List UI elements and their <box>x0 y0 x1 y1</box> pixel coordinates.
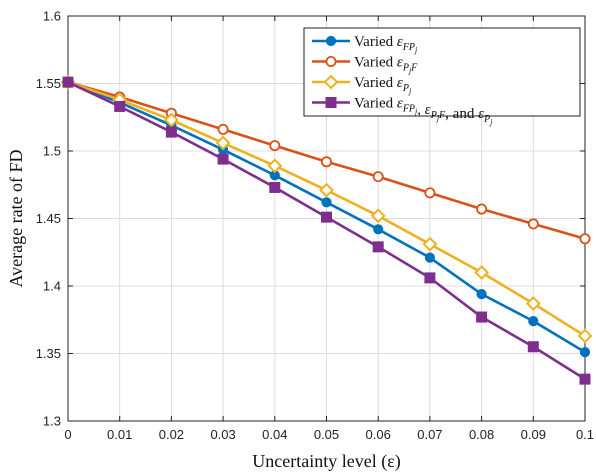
data-point <box>579 347 591 358</box>
legend-label: Varied εPj <box>354 75 412 96</box>
legend-swatch-marker <box>325 97 337 108</box>
data-point <box>319 182 334 198</box>
data-point <box>321 211 332 223</box>
x-tick-label: 0.03 <box>210 427 235 442</box>
data-point <box>373 224 384 235</box>
data-point <box>165 126 177 138</box>
x-tick-label: 0.01 <box>107 427 132 442</box>
y-tick-label: 1.4 <box>43 279 61 294</box>
series-3 <box>60 74 593 344</box>
data-point <box>424 252 435 263</box>
data-point <box>215 135 231 151</box>
legend-swatch-marker <box>323 74 339 90</box>
data-point <box>370 208 386 224</box>
data-point <box>217 123 229 135</box>
data-point <box>372 171 384 183</box>
legend-swatch-marker <box>325 35 337 47</box>
x-tick-label: 0.08 <box>469 427 494 442</box>
y-tick-label: 1.6 <box>43 9 61 24</box>
data-point <box>422 236 438 252</box>
y-axis-label: Average rate of FD <box>6 149 26 287</box>
data-point <box>527 341 539 353</box>
data-point <box>62 76 74 88</box>
data-point <box>269 140 281 152</box>
data-point <box>579 233 591 245</box>
data-point <box>527 218 539 230</box>
x-tick-label: 0.05 <box>314 427 339 442</box>
y-tick-label: 1.35 <box>36 346 61 361</box>
y-tick-label: 1.55 <box>36 76 61 91</box>
data-point <box>269 181 281 193</box>
legend-label: Varied εFPj, εPjF, and εPj <box>354 96 493 127</box>
data-point <box>528 316 539 327</box>
x-axis-label: Uncertainty level (ε) <box>252 451 401 472</box>
legend-label: Varied εPjF <box>354 55 418 76</box>
data-point <box>474 265 490 280</box>
x-tick-label: 0.07 <box>417 427 442 442</box>
legend-swatch-marker <box>325 56 337 68</box>
data-point <box>577 328 593 344</box>
data-point <box>163 112 179 128</box>
data-point <box>372 241 384 253</box>
axis-ticks: 0 0.01 0.02 0.03 0.04 0.05 0.06 0.07 0.08 0.09 0.1… <box>36 9 594 443</box>
data-point <box>424 272 436 284</box>
data-point <box>114 100 126 112</box>
legend-item: Varied εFPj, εPjF, and εPj <box>312 96 493 127</box>
data-point <box>579 373 591 385</box>
data-point <box>267 158 283 174</box>
data-point <box>217 153 229 165</box>
data-point <box>525 296 541 311</box>
x-tick-label: 0.09 <box>521 427 546 442</box>
legend-item: Varied εPj <box>312 74 412 96</box>
data-point <box>321 197 332 208</box>
x-tick-label: 0.06 <box>366 427 391 442</box>
y-tick-label: 1.3 <box>43 414 61 429</box>
x-tick-label: 0 <box>64 427 71 442</box>
x-tick-label: 0.1 <box>576 427 594 442</box>
data-point <box>320 156 332 168</box>
data-point <box>476 311 488 323</box>
series-4 <box>62 76 591 385</box>
y-tick-label: 1.45 <box>36 211 61 226</box>
legend-item: Varied εPjF <box>312 55 418 76</box>
data-point <box>476 203 488 215</box>
legend-item: Varied εFPj <box>312 34 418 55</box>
legend-label: Varied εFPj <box>354 34 418 55</box>
data-point <box>424 187 436 199</box>
series-group <box>60 74 593 385</box>
x-tick-label: 0.02 <box>159 427 184 442</box>
y-tick-label: 1.5 <box>43 144 61 159</box>
data-point <box>476 289 487 300</box>
x-tick-label: 0.04 <box>262 427 287 442</box>
